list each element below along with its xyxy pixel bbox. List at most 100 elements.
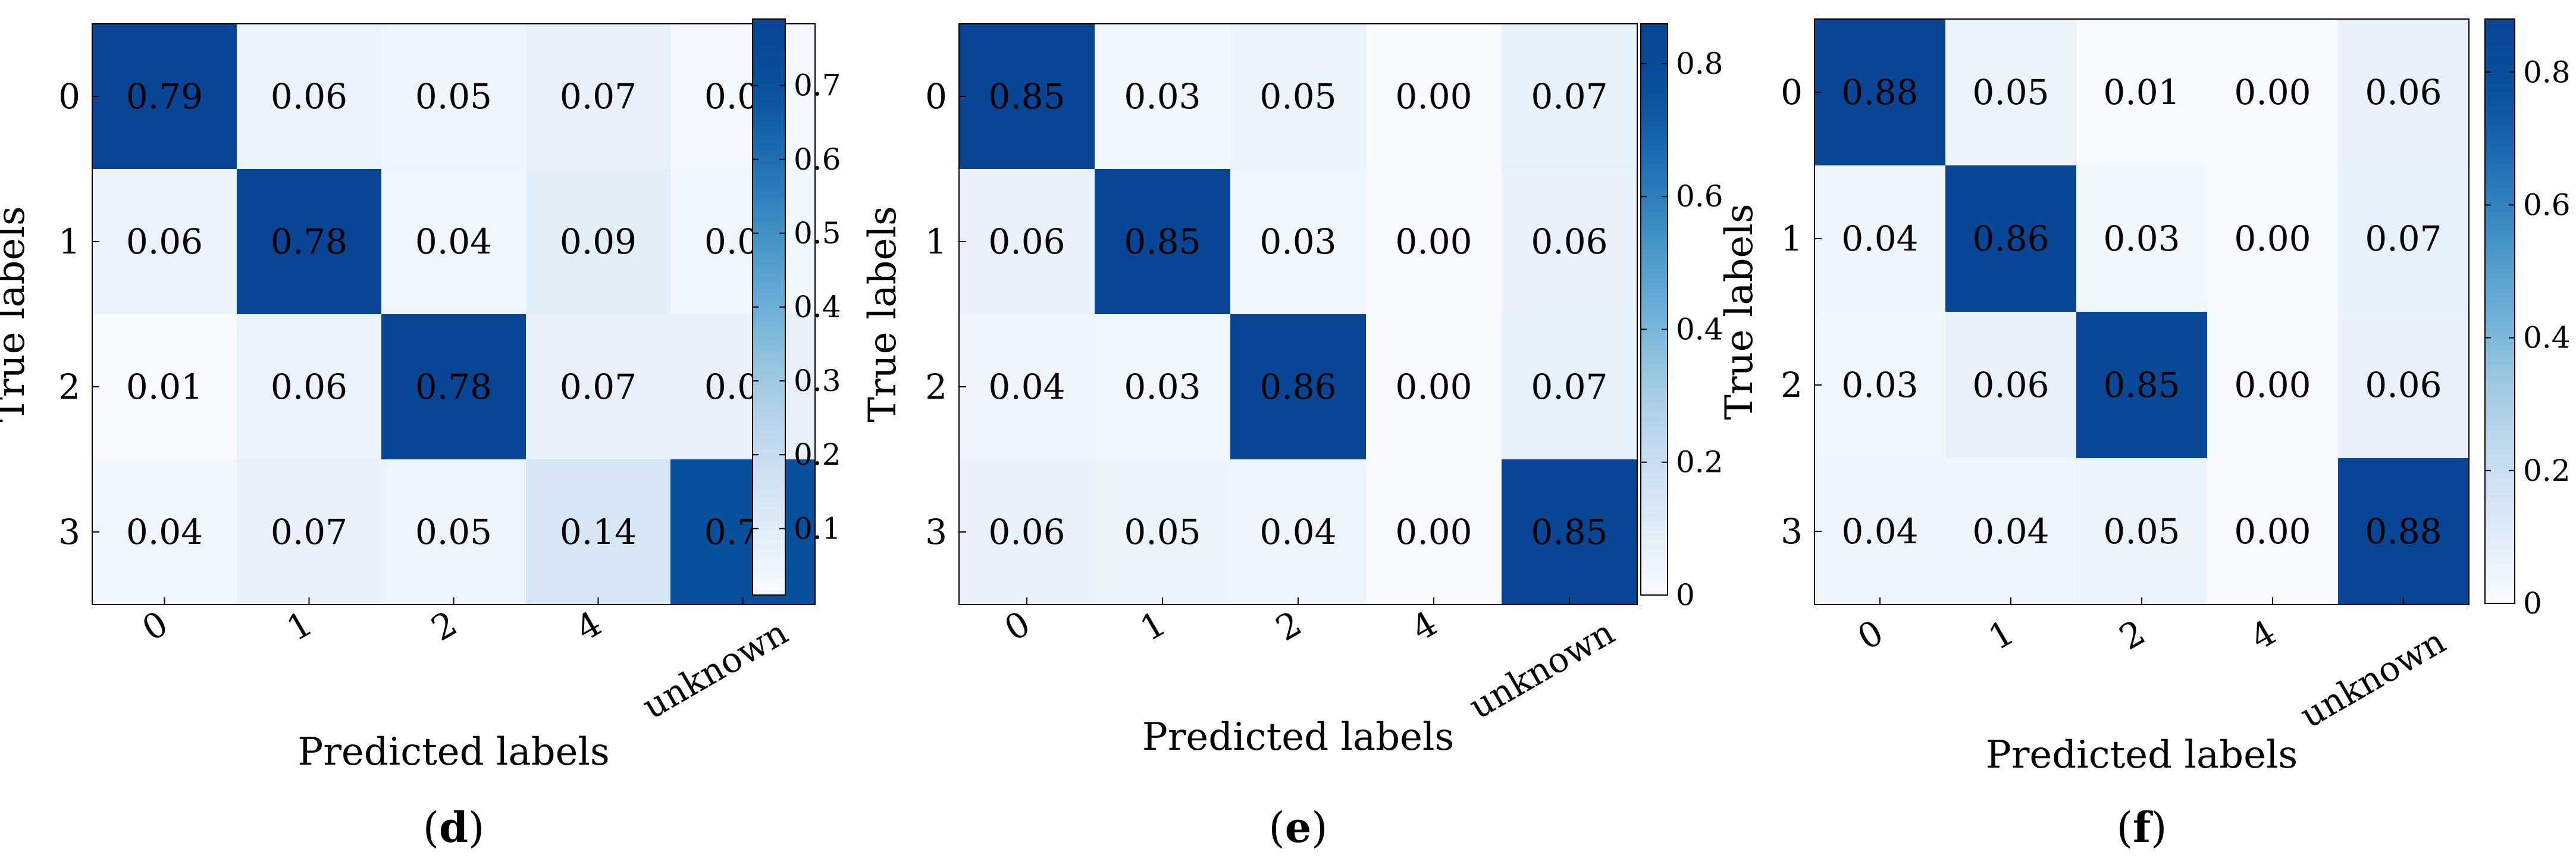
colorbar-tick-label: 0.1 (794, 511, 841, 546)
cell-value-label: 0.07 (1531, 367, 1607, 407)
cell-value-label: 0.04 (1841, 218, 1918, 259)
heatmap-cell (1230, 169, 1366, 314)
heatmap-cell (526, 314, 670, 459)
x-tick-label: 0 (136, 603, 175, 649)
panel-label: (e) (1268, 803, 1327, 852)
cell-value-label: 0.06 (126, 221, 203, 262)
colorbar-tick-label: 0.4 (2523, 321, 2571, 355)
cell-value-label: 0.01 (2103, 72, 2180, 112)
panel-label-close: ) (468, 803, 484, 852)
heatmap-cell (1502, 314, 1637, 459)
heatmap-cell (1366, 24, 1502, 169)
heatmap-cell (381, 459, 526, 605)
panel-label-letter: e (1285, 803, 1312, 852)
heatmap-cell (959, 24, 1095, 169)
y-tick-label: 1 (58, 221, 80, 262)
heatmap-cell (526, 169, 670, 314)
y-axis-label: True labels (0, 206, 33, 422)
x-tick-label: 4 (2243, 612, 2283, 658)
cell-value-label: 0.06 (271, 367, 347, 407)
heatmap-cell (2207, 312, 2338, 458)
cell-value-label: 0.88 (1841, 72, 1918, 112)
heatmap-cell (1095, 314, 1230, 459)
heatmap-cell (1815, 458, 1945, 605)
cell-value-label: 0.00 (2234, 365, 2311, 405)
cell-value-label: 0.04 (988, 367, 1065, 407)
cell-value-label: 0.06 (1531, 221, 1607, 262)
cell-value-label: 0.06 (271, 76, 347, 117)
cell-value-label: 0.78 (415, 367, 492, 407)
x-axis-label: Predicted labels (297, 730, 610, 774)
cell-value-label: 0.03 (1124, 76, 1201, 117)
cell-value-label: 0.07 (560, 76, 637, 117)
cell-value-label: 0.06 (2365, 365, 2442, 405)
x-tick-label: 4 (1405, 603, 1444, 649)
y-tick-label: 3 (925, 512, 947, 552)
x-axis-label: Predicted labels (1142, 715, 1455, 759)
colorbar-tick-label: 0.4 (794, 290, 841, 324)
cell-value-label: 0.03 (1259, 221, 1336, 262)
heatmap-cell (1095, 169, 1230, 314)
colorbar-tick-label: 0.2 (794, 437, 841, 472)
cell-value-label: 0.79 (126, 76, 203, 117)
cell-value-label: 0.78 (271, 221, 347, 262)
cell-value-label: 0.00 (2234, 511, 2311, 552)
y-tick-label: 3 (58, 512, 80, 552)
colorbar-tick-label: 0.8 (1676, 46, 1723, 81)
x-tick-label: 2 (2113, 612, 2152, 658)
y-axis-label: True labels (1718, 204, 1762, 420)
heatmap-cell (959, 459, 1095, 605)
cell-value-label: 0.85 (988, 76, 1065, 117)
panel-label: (f) (2117, 803, 2167, 852)
y-tick-label: 0 (58, 76, 80, 117)
colorbar-tick-label: 0.8 (2523, 55, 2571, 89)
heatmap-cell (1945, 19, 2076, 165)
heatmap-cell (670, 314, 815, 459)
cell-value-label: 0.06 (988, 221, 1065, 262)
colorbar-tick-label: 0.4 (1676, 312, 1723, 346)
heatmap-cell (670, 24, 815, 169)
heatmap-cell (1366, 314, 1502, 459)
y-tick-label: 1 (1781, 218, 1803, 259)
heatmap-cell (526, 459, 670, 605)
x-tick-label: 1 (1982, 612, 2021, 658)
heatmap-cell (1502, 459, 1637, 605)
x-tick-label: unknown (635, 612, 794, 727)
panel-d: 0.79 0.06 0.05 0.07 0.030.06 0.78 0.04 0.09 0.04… (0, 18, 841, 852)
x-tick-label: unknown (1462, 612, 1621, 727)
cell-value-label: 0.05 (1972, 72, 2049, 112)
cell-value-label: 0.05 (1259, 76, 1336, 117)
cell-value-label: 0.03 (1841, 365, 1918, 405)
cell-value-label: 0.00 (1395, 76, 1472, 117)
heatmap-cell (1502, 169, 1637, 314)
heatmap-cell (959, 314, 1095, 459)
panel-f: 0.88 0.05 0.01 0.00 0.06 0.04 0.86 0.03 0.00 0.07… (1718, 18, 2571, 852)
heatmap-cell (1366, 459, 1502, 605)
heatmap-cell (2338, 19, 2469, 165)
cell-value-label: 0.04 (1259, 512, 1336, 552)
panel-label-close: ) (2151, 803, 2167, 852)
heatmap-cell (2338, 165, 2469, 312)
panel-label-open: ( (2117, 803, 2133, 852)
cell-value-label: 0.03 (2103, 218, 2180, 259)
heatmap-cell (1230, 459, 1366, 605)
heatmap-cell (2338, 458, 2469, 605)
cell-value-label: 0.85 (2103, 365, 2180, 405)
x-tick-label: 0 (1851, 612, 1890, 658)
cell-value-label: 0.85 (1531, 512, 1607, 552)
colorbar-tick-label: 0.6 (794, 142, 841, 177)
y-tick-label: 1 (925, 221, 947, 262)
colorbar-tick-label: 0.2 (2523, 453, 2571, 488)
panel-label: (d) (423, 803, 485, 852)
cell-value-label: 0.05 (1124, 512, 1201, 552)
x-tick-label: 4 (569, 603, 609, 649)
heatmap-cell (2338, 312, 2469, 458)
heatmap-cell (1230, 314, 1366, 459)
panel-e: 0.85 0.03 0.05 0.00 0.07 0.06 0.85 0.03 0.00 0.06… (861, 23, 1723, 852)
cell-value-label: 0.88 (2365, 511, 2442, 552)
cell-value-label: 0.14 (560, 512, 637, 552)
heatmap-cell (1230, 24, 1366, 169)
heatmap-cell (237, 169, 381, 314)
colorbar-tick-label: 0 (2523, 586, 2542, 621)
panel-label-letter: f (2133, 803, 2153, 852)
